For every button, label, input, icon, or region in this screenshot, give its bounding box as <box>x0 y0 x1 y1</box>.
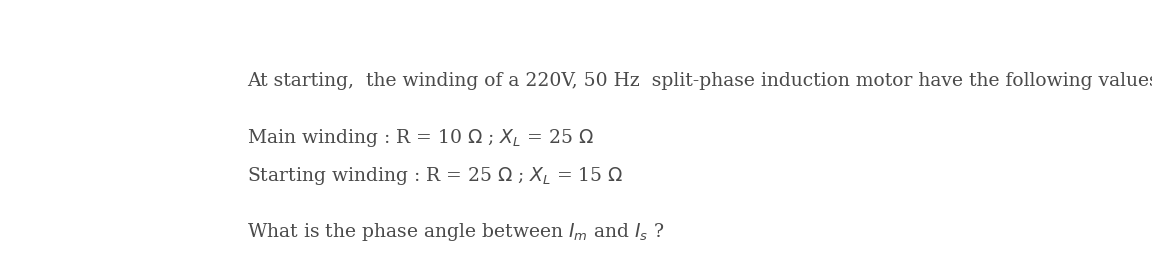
Text: At starting,  the winding of a 220V, 50 Hz  split-phase induction motor have the: At starting, the winding of a 220V, 50 H… <box>247 72 1152 90</box>
Text: Main winding : R = 10 $\Omega$ ; $X_{L}$ = 25 $\Omega$: Main winding : R = 10 $\Omega$ ; $X_{L}$… <box>247 127 593 149</box>
Text: What is the phase angle between $I_{m}$ and $I_{s}$ ?: What is the phase angle between $I_{m}$ … <box>247 221 665 243</box>
Text: Starting winding : R = 25 $\Omega$ ; $X_{L}$ = 15 $\Omega$: Starting winding : R = 25 $\Omega$ ; $X_… <box>247 165 623 188</box>
